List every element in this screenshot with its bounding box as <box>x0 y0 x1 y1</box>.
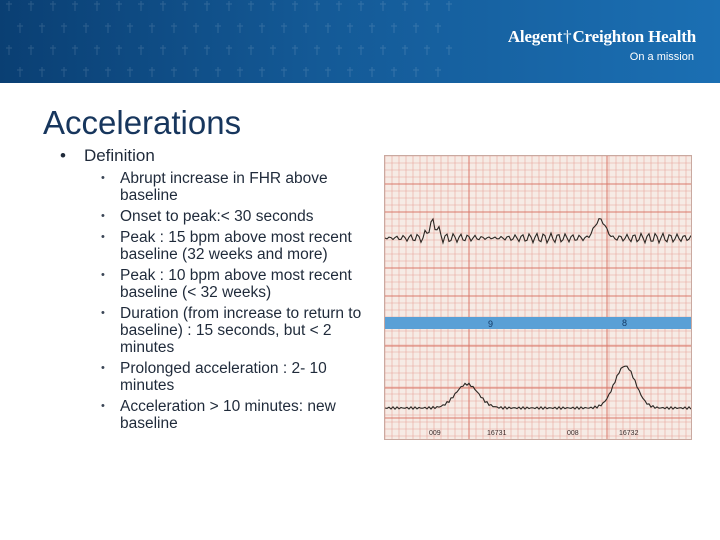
band-label-left: 9 <box>488 319 493 329</box>
sub-bullet-text: Abrupt increase in FHR above baseline <box>120 170 328 204</box>
sub-bullet: • Prolonged acceleration : 2- 10 minutes <box>101 360 371 394</box>
footer-label-far: 16732 <box>619 430 639 437</box>
band-label-right: 8 <box>622 318 627 328</box>
sub-bullet-text: Acceleration > 10 minutes: new baseline <box>120 398 336 432</box>
cross-pattern-icon <box>6 1 452 77</box>
bullet-icon: • <box>101 210 105 222</box>
logo-text-creighton: Creighton Health <box>572 27 696 46</box>
strip-blue-band <box>385 317 691 329</box>
fhr-trace <box>385 217 691 245</box>
fetal-heart-rate-strip-photo: 9 8 009 16731 008 16732 <box>384 155 692 440</box>
slide-title: Accelerations <box>43 104 242 141</box>
footer-label-mid: 16731 <box>487 430 507 437</box>
footer-label-left: 009 <box>429 430 441 437</box>
sub-bullet: • Abrupt increase in FHR above baseline <box>101 170 371 204</box>
logo-cross: † <box>563 27 572 46</box>
bullet-icon: • <box>101 400 105 412</box>
sub-bullet: • Onset to peak:< 30 seconds <box>101 208 371 225</box>
sub-bullet-list: • Abrupt increase in FHR above baseline •… <box>101 170 371 436</box>
header-banner: Alegent†Creighton Health On a mission <box>0 0 720 83</box>
uterine-trace <box>385 365 691 411</box>
logo-text-alegent: Alegent <box>507 27 563 46</box>
sub-bullet: • Acceleration > 10 minutes: new baseline <box>101 398 371 432</box>
sub-bullet-text: Peak : 15 bpm above most recent baseline… <box>120 229 352 263</box>
sub-bullet: • Peak : 10 bpm above most recent baselin… <box>101 267 371 301</box>
bullet-icon: • <box>60 146 66 165</box>
sub-bullet-text: Peak : 10 bpm above most recent baseline… <box>120 267 352 301</box>
main-bullet: • Definition <box>60 146 155 166</box>
bullet-icon: • <box>101 231 105 243</box>
sub-bullet-text: Duration (from increase to return to bas… <box>120 305 362 356</box>
ctg-strip: 9 8 009 16731 008 16732 <box>385 156 691 439</box>
bullet-icon: • <box>101 269 105 281</box>
sub-bullet-text: Onset to peak:< 30 seconds <box>120 208 314 225</box>
sub-bullet-text: Prolonged acceleration : 2- 10 minutes <box>120 360 327 394</box>
sub-bullet: • Peak : 15 bpm above most recent baselin… <box>101 229 371 263</box>
bullet-icon: • <box>101 172 105 184</box>
bullet-icon: • <box>101 362 105 374</box>
sub-bullet: • Duration (from increase to return to ba… <box>101 305 371 356</box>
footer-label-right: 008 <box>567 430 579 437</box>
brand-tagline: On a mission <box>629 51 694 63</box>
bullet-icon: • <box>101 307 105 319</box>
brand-logo: Alegent†Creighton Health <box>508 27 696 47</box>
main-bullet-text: Definition <box>83 146 155 165</box>
